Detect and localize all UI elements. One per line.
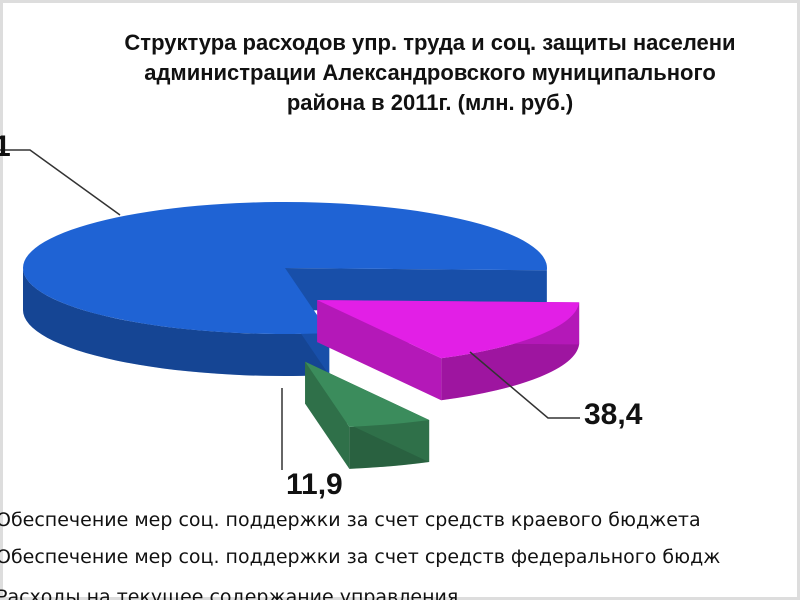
chart-title: администрации Александровского муниципал… [144, 60, 716, 85]
slice-face [317, 300, 442, 401]
leader-line [0, 149, 121, 216]
slice-side [23, 268, 330, 376]
data-label: 1 [0, 130, 11, 163]
slice-side [441, 302, 580, 401]
slice [22, 202, 547, 334]
slice-face [305, 361, 350, 469]
chart-title: Структура расходов упр. труда и соц. защ… [124, 30, 735, 55]
slice-face-shade [305, 361, 350, 469]
slice-side-shade [23, 268, 330, 376]
legend-entry: Обеспечение мер соц. поддержки за счет с… [0, 509, 701, 531]
data-label: 38,4 [584, 398, 643, 431]
data-label: 11,9 [286, 468, 343, 501]
legend-entry: Обеспечение мер соц. поддержки за счет с… [0, 546, 720, 568]
chart-title: района в 2011г. (млн. руб.) [287, 90, 573, 115]
leader-line [469, 351, 580, 419]
slice [305, 361, 430, 427]
slice [317, 300, 580, 359]
legend-entry: Расходы на текущее содержание управления [0, 586, 458, 600]
pie [22, 202, 580, 469]
slice-face-shade [317, 300, 442, 401]
slice-side-shade [441, 302, 580, 401]
